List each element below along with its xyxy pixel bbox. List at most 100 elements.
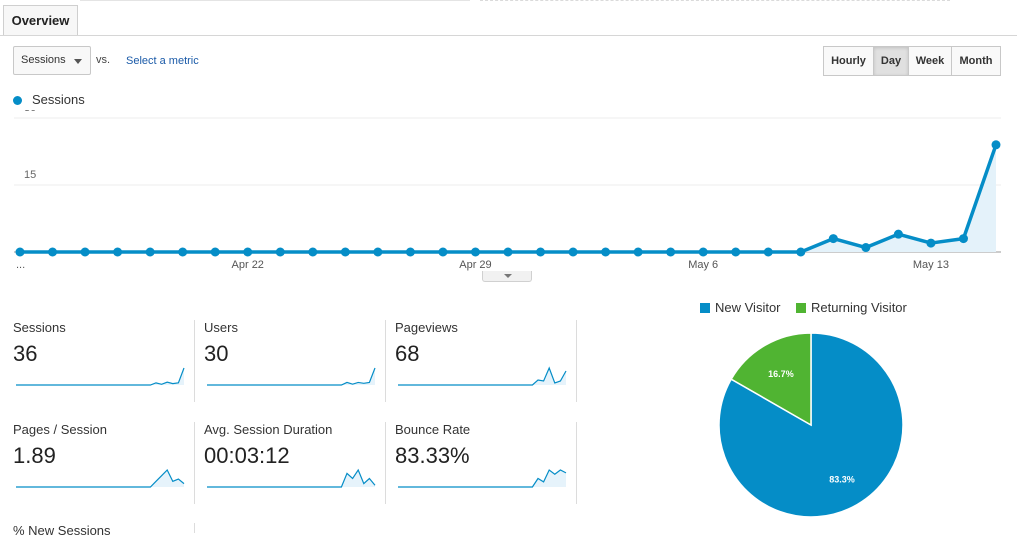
returning-visitor-swatch [796, 303, 806, 313]
collapse-icon [504, 274, 512, 278]
pie-slice-returning-visitor[interactable] [730, 332, 812, 427]
sparkline-line [398, 469, 567, 488]
metric-value: 36 [13, 341, 38, 366]
vs-label: vs. [96, 54, 111, 66]
metric-tile-new-sessions[interactable]: % New Sessions [13, 523, 195, 538]
pie-legend-new-visitor: New Visitor [700, 300, 781, 315]
sessions-data-point[interactable] [275, 247, 285, 257]
sessions-data-point[interactable] [308, 247, 318, 257]
sessions-data-point[interactable] [568, 247, 578, 257]
metric-label: Bounce Rate [395, 422, 471, 437]
metric-value: 83.33% [395, 443, 470, 468]
granularity-month[interactable]: Month [951, 46, 1001, 76]
metric-value: 68 [395, 341, 420, 366]
sessions-data-point[interactable] [503, 247, 513, 257]
sessions-data-point[interactable] [796, 247, 806, 257]
top-divider-right [480, 0, 950, 1]
sparkline-line [207, 468, 376, 488]
sessions-legend-dot [13, 96, 22, 105]
sparkline-line [16, 468, 185, 488]
sessions-data-point[interactable] [698, 247, 708, 257]
metric-tile-pageviews[interactable]: Pageviews 68 [395, 320, 577, 402]
top-divider-left [80, 0, 470, 1]
metric-tile-users[interactable]: Users 30 [204, 320, 386, 402]
sparkline-area [16, 470, 184, 487]
select-metric-link[interactable]: Select a metric [126, 55, 199, 67]
sparkline-line [16, 367, 185, 386]
sessions-data-point[interactable] [926, 238, 936, 248]
chevron-down-icon [74, 59, 82, 64]
sparkline-area [398, 470, 566, 487]
sessions-data-point[interactable] [15, 247, 25, 257]
metric-tile-sessions[interactable]: Sessions 36 [13, 320, 195, 402]
pageviews-sparkline [398, 366, 567, 386]
metric-select-value: Sessions [21, 54, 66, 66]
granularity-hourly[interactable]: Hourly [823, 46, 874, 76]
sessions-data-point[interactable] [373, 247, 383, 257]
metric-label: Pages / Session [13, 422, 107, 437]
sessions-data-point[interactable] [48, 247, 58, 257]
sessions-sparkline [16, 367, 185, 386]
pie-label-returning-visitor: 16.7% [768, 369, 794, 379]
sessions-data-point[interactable] [666, 247, 676, 257]
metric-value: 00:03:12 [204, 443, 290, 468]
pie-legend-returning-visitor: Returning Visitor [796, 300, 907, 315]
sessions-data-point[interactable] [763, 247, 773, 257]
x-tick-label: ... [16, 259, 25, 271]
sparkline-line [207, 367, 376, 386]
metric-select[interactable]: Sessions [13, 46, 91, 75]
sessions-data-point[interactable] [113, 247, 123, 257]
metric-label: Sessions [13, 320, 66, 335]
metric-label: Users [204, 320, 238, 335]
x-tick-label: Apr 29 [459, 259, 491, 271]
pie-label-new-visitor: 83.3% [829, 475, 855, 485]
sessions-data-point[interactable] [731, 247, 741, 257]
metric-tile-avg-session-duration[interactable]: Avg. Session Duration 00:03:12 [204, 422, 386, 504]
sessions-area [20, 144, 996, 252]
sparkline-area [398, 368, 566, 385]
sessions-data-point[interactable] [178, 247, 188, 257]
metric-value: 30 [204, 341, 229, 366]
sessions-data-point[interactable] [861, 243, 871, 253]
granularity-week[interactable]: Week [908, 46, 952, 76]
sessions-data-point[interactable] [893, 229, 903, 239]
tab-overview[interactable]: Overview [3, 5, 78, 36]
chart-collapse-handle[interactable] [482, 271, 532, 282]
sessions-data-point[interactable] [536, 247, 546, 257]
tab-baseline [0, 35, 1017, 36]
sessions-series-line [20, 144, 998, 254]
metric-tile-pages-per-session[interactable]: Pages / Session 1.89 [13, 422, 195, 504]
metric-label: Avg. Session Duration [204, 422, 333, 437]
sessions-data-point[interactable] [405, 247, 415, 257]
sessions-data-point[interactable] [340, 247, 350, 257]
metric-value: 1.89 [13, 443, 56, 468]
sessions-data-point[interactable] [243, 247, 253, 257]
sessions-data-point[interactable] [145, 247, 155, 257]
metric-tile-bounce-rate[interactable]: Bounce Rate 83.33% [395, 422, 577, 504]
avg-session-duration-sparkline [207, 468, 376, 488]
x-tick-label: May 6 [688, 259, 718, 271]
sessions-data-point[interactable] [991, 140, 1001, 150]
sparkline-area [16, 368, 184, 385]
metric-label: % New Sessions [13, 523, 111, 538]
sessions-data-point[interactable] [210, 247, 220, 257]
visitor-type-pie-chart: 83.3% 16.7% [718, 332, 904, 518]
sessions-data-point[interactable] [470, 247, 480, 257]
sparkline-line [398, 366, 567, 386]
granularity-day[interactable]: Day [873, 46, 909, 76]
sessions-data-point[interactable] [438, 247, 448, 257]
pie-slice-new-visitor[interactable] [718, 332, 904, 518]
sparkline-area [207, 368, 375, 385]
sessions-legend-label: Sessions [32, 92, 85, 107]
sessions-data-point[interactable] [633, 247, 643, 257]
sessions-data-point[interactable] [828, 234, 838, 244]
sessions-data-point[interactable] [958, 234, 968, 244]
sessions-data-point[interactable] [601, 247, 611, 257]
sessions-line-chart: 30 15... Apr 22 Apr 29 May 6 May 13 [14, 110, 1001, 271]
metric-label: Pageviews [395, 320, 458, 335]
x-tick-label: May 13 [913, 259, 949, 271]
pages-per-session-sparkline [16, 468, 185, 488]
pie-legend-label: Returning Visitor [811, 300, 907, 315]
sparkline-area [207, 470, 375, 487]
sessions-data-point[interactable] [80, 247, 90, 257]
